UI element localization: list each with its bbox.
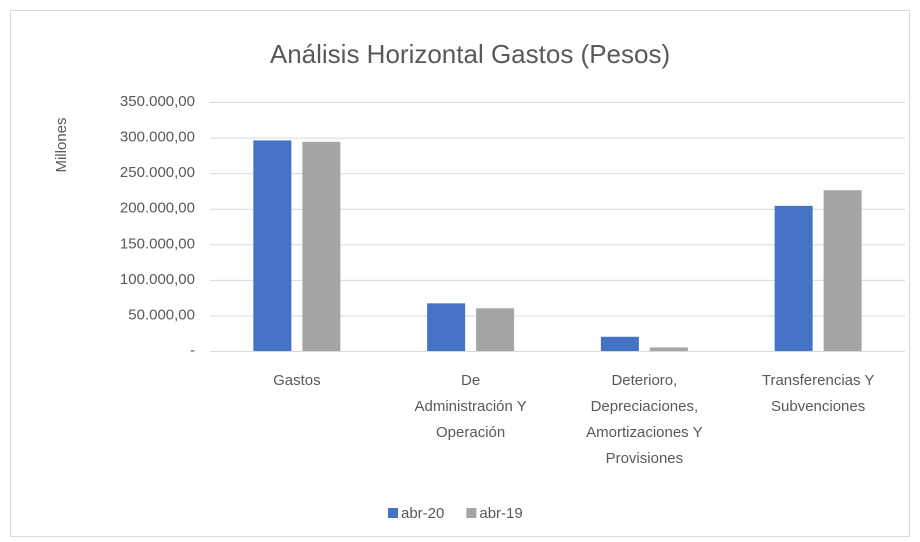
- bar: [427, 303, 466, 351]
- chart-border: [10, 10, 910, 537]
- x-tick-label: Gastos: [273, 372, 321, 389]
- x-tick-label: Administración Y: [414, 398, 526, 415]
- x-tick-label: Subvenciones: [771, 398, 865, 415]
- x-tick-label: Deterioro,: [611, 372, 677, 389]
- bar: [302, 141, 341, 351]
- y-tick-label: 100.000,00: [120, 271, 195, 288]
- y-tick-label: 250.000,00: [120, 164, 195, 181]
- chart-title: Análisis Horizontal Gastos (Pesos): [270, 39, 670, 69]
- bar: [823, 190, 862, 351]
- x-tick-label: Transferencias Y: [762, 372, 875, 389]
- bar: [774, 205, 813, 351]
- bar: [476, 308, 515, 351]
- legend-label: abr-20: [401, 505, 444, 522]
- y-tick-label: 150.000,00: [120, 235, 195, 252]
- y-tick-label: 50.000,00: [128, 306, 195, 323]
- x-tick-label: Operación: [436, 424, 505, 441]
- x-tick-label: Depreciaciones,: [591, 398, 699, 415]
- y-tick-label: 350.000,00: [120, 93, 195, 110]
- x-tick-label: Provisiones: [606, 450, 684, 467]
- legend-label: abr-19: [479, 505, 522, 522]
- y-tick-label: -: [190, 342, 195, 359]
- bar: [649, 347, 688, 351]
- x-tick-label: De: [461, 372, 480, 389]
- x-tick-label: Amortizaciones Y: [586, 424, 702, 441]
- y-axis-label: Millones: [53, 117, 70, 172]
- bar: [253, 140, 292, 351]
- y-tick-label: 300.000,00: [120, 129, 195, 146]
- y-tick-label: 200.000,00: [120, 200, 195, 217]
- legend-swatch: [388, 508, 398, 518]
- legend-swatch: [466, 508, 477, 518]
- bar: [600, 336, 639, 351]
